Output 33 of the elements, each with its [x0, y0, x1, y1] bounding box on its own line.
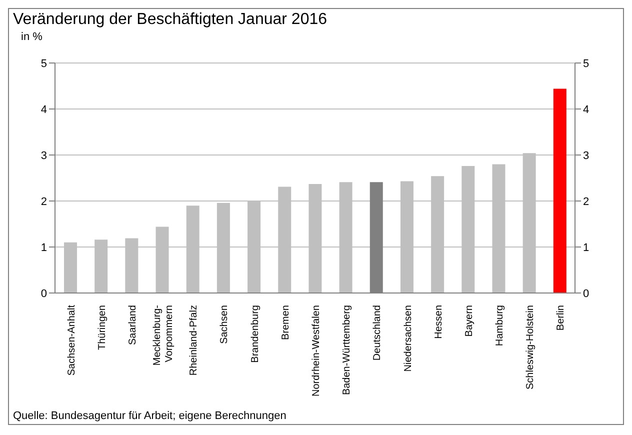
y2-tick-label: 1 — [583, 242, 590, 254]
x-tick-label: Hessen — [433, 305, 444, 339]
x-tick-label: Bremen — [280, 305, 292, 340]
bar — [553, 88, 566, 293]
x-tick-label: Berlin — [556, 305, 567, 331]
x-tick-label: Brandenburg — [250, 305, 261, 363]
x-tick-label: Deutschland — [372, 305, 384, 361]
y2-tick-label: 5 — [583, 58, 590, 70]
y2-tick-label: 0 — [583, 288, 590, 300]
x-tick-label: Nordrhein-Westfalen — [311, 305, 322, 397]
y-tick-label: 4 — [40, 104, 47, 116]
x-tick-label: Niedersachsen — [402, 305, 414, 372]
x-tick-label: Bayern — [464, 305, 475, 337]
y2-tick-label: 2 — [583, 196, 590, 208]
y-tick-label: 2 — [40, 196, 47, 208]
y-tick-label: 3 — [40, 150, 47, 162]
y-tick-label: 5 — [40, 58, 47, 70]
y-tick-label: 0 — [40, 288, 47, 300]
x-tick-label: Thüringen — [96, 305, 108, 350]
y2-tick-label: 4 — [583, 104, 590, 116]
x-tick-label: Baden-Württemberg — [342, 305, 353, 396]
source-note: Quelle: Bundesagentur für Arbeit; eigene Berechnungen — [13, 410, 286, 422]
x-tick-label: Hamburg — [494, 305, 506, 346]
x-tick-label: Mecklenburg-Vorpommern — [152, 305, 176, 366]
x-tick-label: Saarland — [127, 305, 138, 346]
y-axis-title: in % — [21, 31, 42, 43]
chart-title: Veränderung der Beschäftigten Januar 2016 — [13, 11, 328, 29]
x-tick-label: Sachsen — [219, 305, 230, 344]
x-tick-label: Rheinland-Pfalz — [188, 305, 200, 376]
y-tick-label: 1 — [40, 242, 47, 254]
x-tick-label: Schleswig-Holstein — [525, 305, 536, 390]
x-tick-label: Sachsen-Anhalt — [66, 304, 78, 376]
y2-tick-label: 3 — [583, 150, 590, 162]
